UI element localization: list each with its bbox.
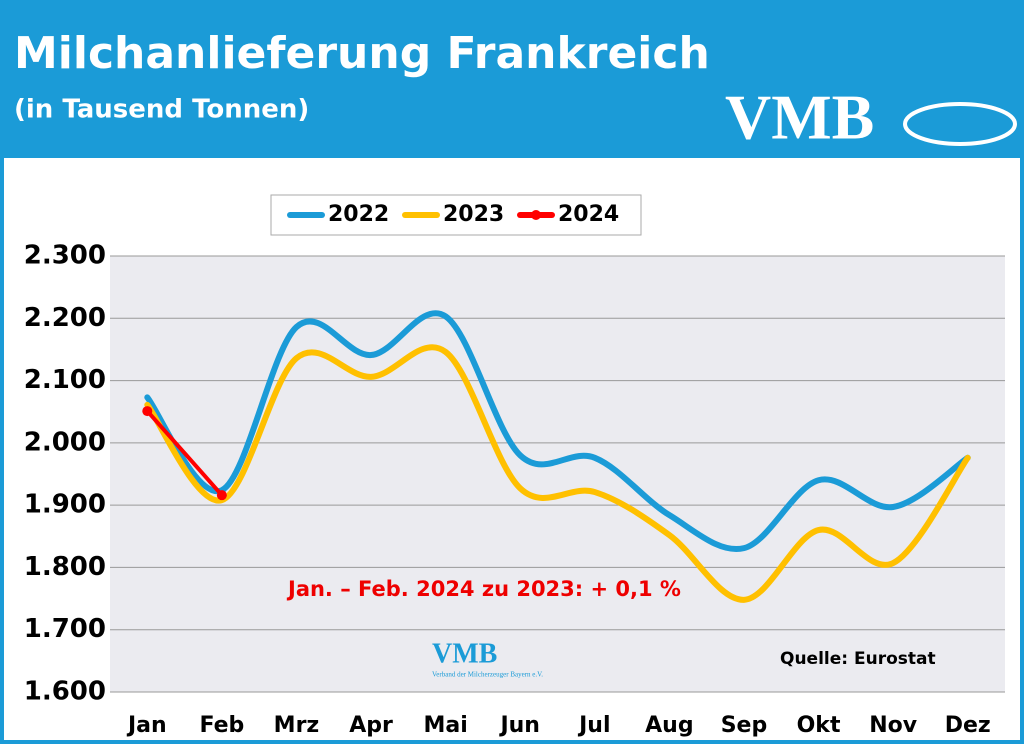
y-tick-label: 2.000 xyxy=(24,427,106,457)
x-tick-label: Jun xyxy=(498,713,540,738)
x-tick-label: Mai xyxy=(423,713,467,738)
y-tick-label: 2.300 xyxy=(24,241,106,271)
legend xyxy=(270,194,642,236)
x-tick-label: Nov xyxy=(869,713,918,738)
x-tick-label: Jan xyxy=(126,713,167,738)
line xyxy=(144,310,971,553)
logo-swirl xyxy=(903,102,1017,146)
line xyxy=(144,344,971,603)
y-tick-label: 2.200 xyxy=(24,303,106,333)
legend-label: 2022 xyxy=(328,202,389,227)
y-tick-label: 1.800 xyxy=(24,552,106,582)
title: Milchanlieferung Frankreich xyxy=(14,28,710,79)
y-tick-label: 2.100 xyxy=(24,365,106,395)
annotation: Jan. – Feb. 2024 zu 2023: + 0,1 % xyxy=(286,577,681,601)
subtitle: (in Tausend Tonnen) xyxy=(14,95,309,125)
plot-area xyxy=(110,256,1005,692)
x-tick-label: Mrz xyxy=(274,713,320,738)
x-tick-label: Apr xyxy=(349,713,393,738)
y-tick-label: 1.700 xyxy=(24,614,106,644)
marker xyxy=(216,490,227,501)
watermark-sub: Verband der Milcherzeuger Bayern e.V. xyxy=(432,671,543,679)
legend-label: 2024 xyxy=(558,202,619,227)
logo: VMB xyxy=(725,82,874,153)
x-tick-label: Aug xyxy=(645,713,693,738)
x-tick-label: Dez xyxy=(945,713,991,738)
marker xyxy=(142,406,153,417)
legend-marker xyxy=(531,210,541,220)
x-tick-label: Jul xyxy=(577,713,610,738)
x-tick-label: Sep xyxy=(721,713,768,738)
y-tick-label: 1.600 xyxy=(24,677,106,707)
x-tick-label: Okt xyxy=(797,713,841,738)
watermark: VMB xyxy=(432,638,497,669)
line xyxy=(145,409,224,498)
x-tick-label: Feb xyxy=(199,713,244,738)
y-tick-label: 1.900 xyxy=(24,490,106,520)
source: Quelle: Eurostat xyxy=(780,649,936,669)
legend-label: 2023 xyxy=(443,202,504,227)
